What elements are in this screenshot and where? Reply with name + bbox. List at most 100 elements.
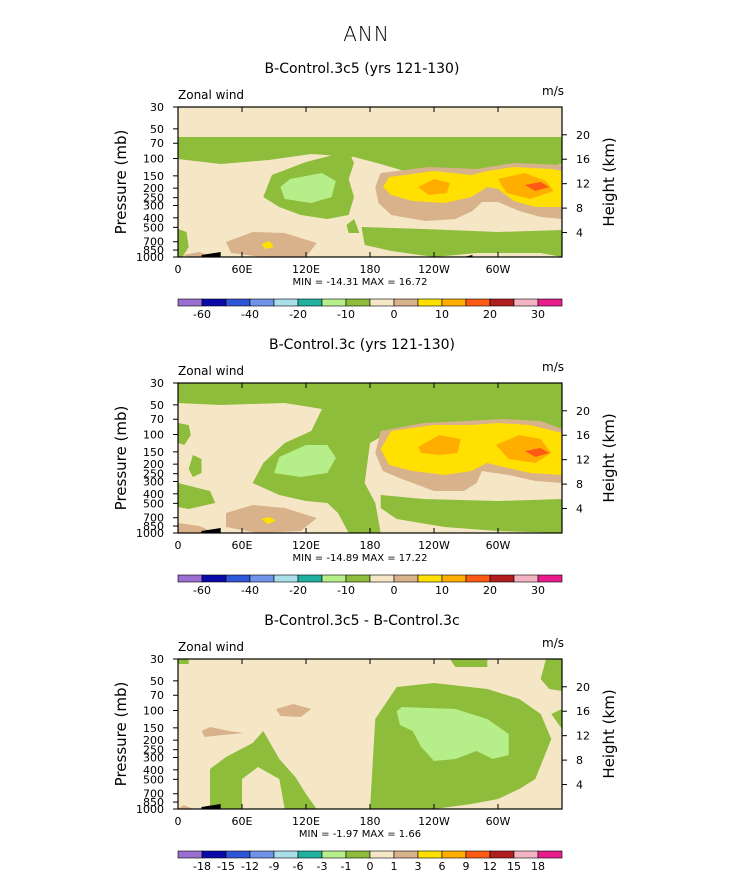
page-title: ANN <box>343 22 390 46</box>
y-right-tick-label: 20 <box>576 129 590 142</box>
contour-region-7 <box>361 227 562 257</box>
topography-mask-1 <box>201 528 221 533</box>
colorbar-swatch <box>465 574 491 583</box>
contour-region-3 <box>178 423 191 445</box>
colorbar-swatch <box>513 850 539 859</box>
colorbar-label: 15 <box>507 860 521 873</box>
x-tick-label: 0 <box>175 815 182 828</box>
contour-region-6 <box>450 659 488 667</box>
colorbar-label: 30 <box>531 308 545 321</box>
variable-label: Zonal wind <box>178 88 244 102</box>
y-right-tick-label: 20 <box>576 681 590 694</box>
contour-region-10 <box>201 727 245 737</box>
contour-region-5 <box>540 659 562 691</box>
contour-region-3 <box>210 731 317 809</box>
contour-region-6 <box>178 483 216 509</box>
contour-region-5 <box>380 495 562 533</box>
colorbar-swatch <box>513 574 539 583</box>
colorbar-swatch <box>225 850 251 859</box>
y-right-axis-title: Height (km) <box>600 689 618 778</box>
colorbar-label: 0 <box>391 584 398 597</box>
colorbar-label: 10 <box>435 584 449 597</box>
x-tick-label: 60E <box>232 815 253 828</box>
colorbar-label: -60 <box>193 308 211 321</box>
variable-label: Zonal wind <box>178 364 244 378</box>
colorbar-label: -20 <box>289 308 307 321</box>
colorbar-label: -1 <box>341 860 352 873</box>
contour-region-1 <box>178 137 562 179</box>
colorbar-swatch <box>537 298 563 307</box>
colorbar-swatch <box>393 850 419 859</box>
y-tick-label: 400 <box>143 764 164 777</box>
y-right-tick-label: 12 <box>576 178 590 191</box>
x-tick-label: 120E <box>292 263 320 276</box>
y-tick-label: 30 <box>150 653 164 666</box>
y-tick-label: 200 <box>143 458 164 471</box>
x-tick-label: 60E <box>232 539 253 552</box>
units-label: m/s <box>542 636 564 650</box>
y-tick-label: 100 <box>143 705 164 718</box>
y-tick-label: 50 <box>150 399 164 412</box>
contour-region-13 <box>524 182 550 191</box>
y-tick-label: 400 <box>143 212 164 225</box>
colorbar-swatch <box>441 574 467 583</box>
colorbar-label: -6 <box>293 860 304 873</box>
x-tick-label: 60W <box>486 815 511 828</box>
y-tick-label: 100 <box>143 429 164 442</box>
colorbar-swatch <box>489 574 515 583</box>
colorbar-label: 0 <box>367 860 374 873</box>
x-tick-label: 120E <box>292 815 320 828</box>
colorbar-label: -10 <box>337 308 355 321</box>
y-tick-label: 1000 <box>136 527 164 540</box>
colorbar-label: -40 <box>241 584 259 597</box>
y-right-tick-label: 16 <box>576 153 590 166</box>
x-tick-label: 60E <box>232 263 253 276</box>
contour-region-4 <box>242 767 285 809</box>
y-right-axis-title: Height (km) <box>600 413 618 502</box>
x-tick-label: 0 <box>175 539 182 552</box>
colorbar-label: 9 <box>463 860 470 873</box>
y-tick-label: 150 <box>143 170 164 183</box>
y-right-tick-label: 8 <box>576 754 583 767</box>
x-tick-label: 120W <box>418 815 450 828</box>
colorbar-swatch <box>393 574 419 583</box>
colorbar-label: -15 <box>217 860 235 873</box>
y-tick-label: 300 <box>143 475 164 488</box>
y-tick-label: 150 <box>143 446 164 459</box>
y-tick-label: 700 <box>143 512 164 525</box>
y-tick-label: 500 <box>143 773 164 786</box>
colorbar-label: 6 <box>439 860 446 873</box>
x-tick-label: 180 <box>360 263 381 276</box>
colorbar-swatch <box>297 850 323 859</box>
y-axis-title: Pressure (mb) <box>112 406 130 511</box>
y-tick-label: 300 <box>143 199 164 212</box>
panel-title: B-Control.3c (yrs 121-130) <box>269 337 455 353</box>
stats-label: MIN = -14.89 MAX = 17.22 <box>293 553 428 564</box>
y-tick-label: 700 <box>143 788 164 801</box>
y-tick-label: 250 <box>143 468 164 481</box>
colorbar-swatch <box>321 298 347 307</box>
panel-title: B-Control.3c5 (yrs 121-130) <box>265 61 460 77</box>
contour-region-15 <box>261 241 274 249</box>
colorbar-swatch <box>489 850 515 859</box>
colorbar-label: -3 <box>317 860 328 873</box>
y-tick-label: 50 <box>150 675 164 688</box>
colorbar-swatch <box>441 298 467 307</box>
topography-mask-1 <box>201 804 221 809</box>
y-right-tick-label: 16 <box>576 705 590 718</box>
contour-region-9 <box>418 435 461 455</box>
x-tick-label: 0 <box>175 263 182 276</box>
contour-region-8 <box>551 709 562 729</box>
units-label: m/s <box>542 360 564 374</box>
y-tick-label: 70 <box>150 689 164 702</box>
colorbar-swatch <box>345 850 371 859</box>
field <box>178 107 562 257</box>
y-right-tick-label: 4 <box>576 227 583 240</box>
colorbar-swatch <box>249 850 275 859</box>
x-tick-label: 120E <box>292 539 320 552</box>
chart-panel-2: B-Control.3c (yrs 121-130) Zonal wind m/s 0… <box>112 337 618 597</box>
colorbar-swatch <box>513 298 539 307</box>
y-tick-label: 70 <box>150 413 164 426</box>
chart-panel-3: B-Control.3c5 - B-Control.3c Zonal wind m/… <box>112 613 618 873</box>
